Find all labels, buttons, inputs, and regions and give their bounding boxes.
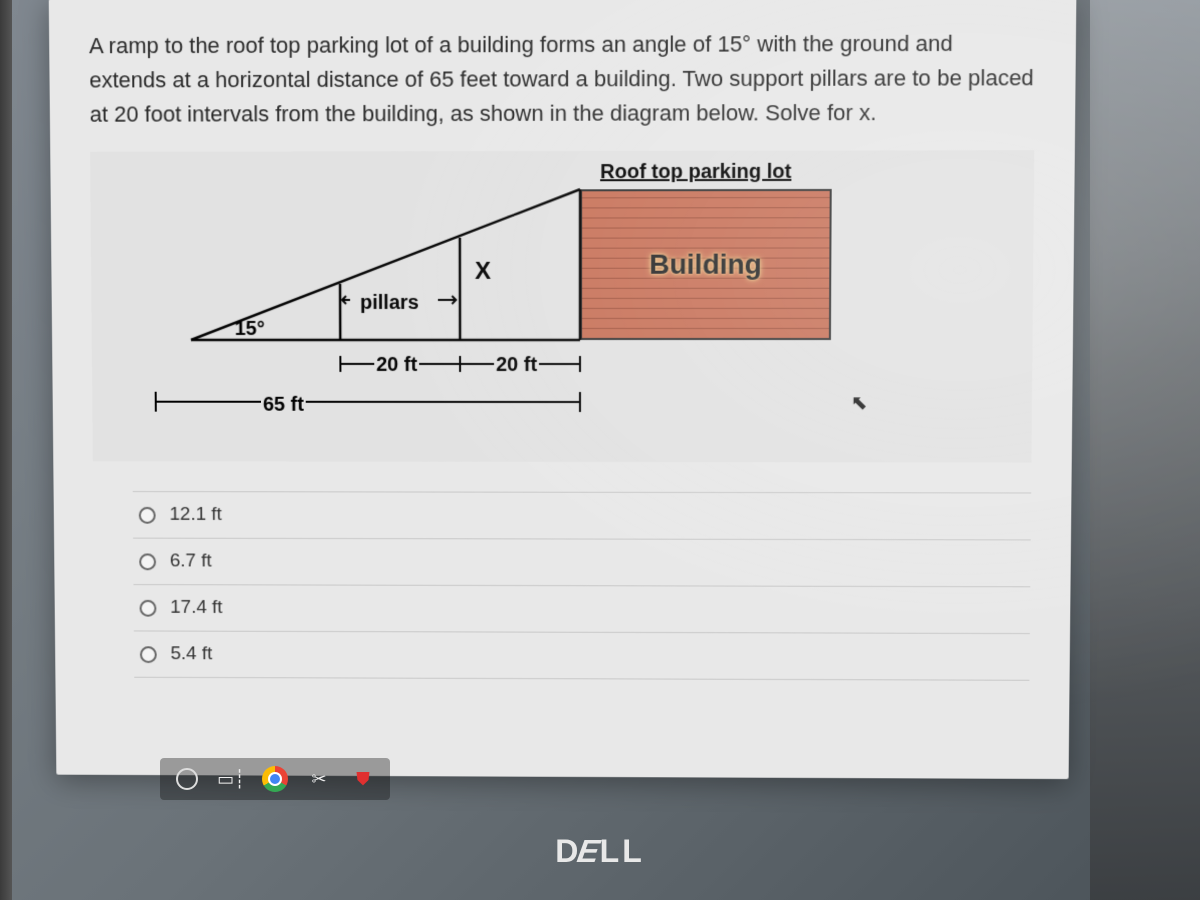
photo-edge-right: [1090, 0, 1200, 900]
question-text: A ramp to the roof top parking lot of a …: [89, 26, 1035, 132]
laptop-brand: DELL: [555, 833, 645, 870]
task-view-icon[interactable]: ▭┊: [218, 766, 244, 792]
option-label: 12.1 ft: [169, 504, 221, 526]
answer-options: 12.1 ft 6.7 ft 17.4 ft 5.4 ft: [133, 491, 1031, 681]
option-label: 6.7 ft: [170, 551, 212, 573]
radio-icon[interactable]: [140, 646, 157, 663]
seg1-label: 20 ft: [374, 354, 419, 377]
geometry-diagram: Roof top parking lot Building: [150, 161, 913, 443]
option-d[interactable]: 5.4 ft: [134, 632, 1030, 681]
cursor-icon: ⬉: [851, 390, 868, 415]
photo-edge-left: [0, 0, 12, 900]
angle-label: 15°: [235, 318, 265, 341]
diagram-container: Roof top parking lot Building: [90, 151, 1034, 463]
seg2-label: 20 ft: [494, 354, 539, 377]
option-label: 17.4 ft: [170, 597, 222, 619]
snip-icon[interactable]: ✂: [306, 766, 332, 792]
shield-icon[interactable]: ⛊: [350, 766, 376, 792]
option-b[interactable]: 6.7 ft: [133, 539, 1031, 588]
x-label: X: [475, 258, 491, 286]
screen-content: A ramp to the roof top parking lot of a …: [49, 0, 1077, 779]
option-a[interactable]: 12.1 ft: [133, 491, 1031, 540]
base-label: 65 ft: [261, 394, 306, 417]
radio-icon[interactable]: [139, 507, 156, 524]
cortana-icon[interactable]: [174, 766, 200, 792]
radio-icon[interactable]: [139, 553, 156, 570]
taskbar: ▭┊ ✂ ⛊: [160, 758, 390, 800]
option-label: 5.4 ft: [170, 644, 212, 666]
radio-icon[interactable]: [140, 600, 157, 617]
pillars-label: pillars: [360, 292, 419, 315]
chrome-icon[interactable]: [262, 766, 288, 792]
option-c[interactable]: 17.4 ft: [133, 585, 1030, 634]
